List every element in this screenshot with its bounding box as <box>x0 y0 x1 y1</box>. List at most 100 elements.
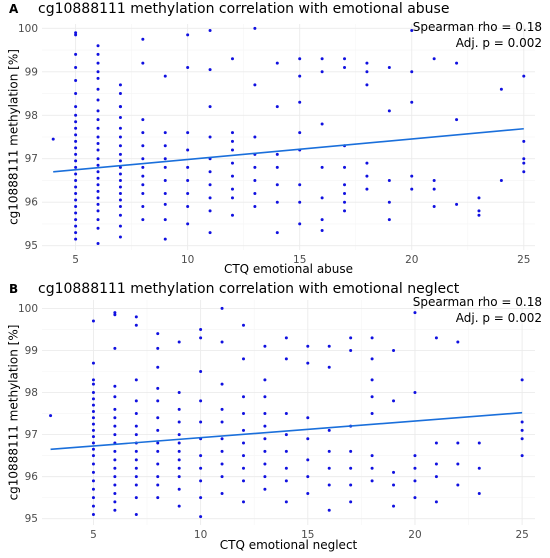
panel-letter: B <box>9 282 18 296</box>
data-point <box>520 454 524 458</box>
data-point <box>113 466 117 470</box>
data-point <box>199 515 203 519</box>
data-point <box>177 433 181 437</box>
data-point <box>177 420 181 424</box>
data-point <box>284 412 288 416</box>
data-point <box>134 466 138 470</box>
scatter-points <box>49 306 524 519</box>
data-point <box>241 323 245 327</box>
data-point <box>230 174 234 178</box>
data-point <box>74 120 78 124</box>
data-point <box>134 412 138 416</box>
data-point <box>118 152 122 156</box>
data-point <box>349 483 353 487</box>
data-point <box>91 319 95 323</box>
data-point <box>118 105 122 109</box>
data-point <box>522 139 526 143</box>
data-point <box>141 37 145 41</box>
stat-annotation: Spearman rho = 0.18 <box>413 20 542 34</box>
data-point <box>141 131 145 135</box>
data-point <box>134 424 138 428</box>
data-point <box>434 500 438 504</box>
data-point <box>284 357 288 361</box>
data-point <box>298 100 302 104</box>
data-point <box>74 105 78 109</box>
data-point <box>392 504 396 508</box>
data-point <box>199 420 203 424</box>
data-point <box>118 135 122 139</box>
data-point <box>284 479 288 483</box>
data-point <box>365 61 369 65</box>
data-point <box>74 92 78 96</box>
data-point <box>163 237 167 241</box>
data-point <box>298 74 302 78</box>
data-point <box>343 65 347 69</box>
data-point <box>141 205 145 209</box>
data-point <box>220 475 224 479</box>
data-point <box>118 159 122 163</box>
data-point <box>49 414 53 418</box>
data-point <box>134 399 138 403</box>
data-point <box>91 361 95 365</box>
data-point <box>186 178 190 182</box>
data-point <box>91 378 95 382</box>
data-point <box>370 479 374 483</box>
data-point <box>241 466 245 470</box>
data-point <box>327 466 331 470</box>
data-point <box>230 187 234 191</box>
data-point <box>522 161 526 165</box>
data-point <box>241 357 245 361</box>
y-tick-label: 96 <box>25 471 39 483</box>
data-point <box>91 504 95 508</box>
y-axis-title: cg10888111 methylation [%] <box>7 325 21 501</box>
data-point <box>208 209 212 213</box>
y-tick-label: 95 <box>25 513 38 525</box>
data-point <box>134 323 138 327</box>
data-point <box>96 163 100 167</box>
scatter-points <box>51 26 526 245</box>
stat-annotation: Adj. p = 0.002 <box>456 311 542 325</box>
data-point <box>392 470 396 474</box>
x-axis-title: CTQ emotional neglect <box>220 538 358 552</box>
data-point <box>141 174 145 178</box>
data-point <box>327 508 331 512</box>
data-point <box>199 327 203 331</box>
x-tick-label: 10 <box>194 529 207 541</box>
data-point <box>156 365 160 369</box>
data-point <box>275 165 279 169</box>
trend-line <box>53 127 524 173</box>
data-point <box>134 475 138 479</box>
data-point <box>118 224 122 228</box>
data-point <box>230 213 234 217</box>
data-point <box>522 74 526 78</box>
data-point <box>96 52 100 56</box>
data-point <box>163 202 167 206</box>
data-point <box>456 441 460 445</box>
data-point <box>365 70 369 74</box>
x-tick-label: 25 <box>515 529 528 541</box>
data-point <box>141 218 145 222</box>
data-point <box>163 178 167 182</box>
data-point <box>520 428 524 432</box>
x-axis-title: CTQ emotional abuse <box>224 262 353 276</box>
x-tick-label: 10 <box>181 254 194 266</box>
data-point <box>275 105 279 109</box>
data-point <box>163 165 167 169</box>
data-point <box>413 466 417 470</box>
data-point <box>186 65 190 69</box>
data-point <box>141 192 145 195</box>
data-point <box>477 441 481 445</box>
data-point <box>410 187 414 191</box>
data-point <box>96 218 100 222</box>
data-point <box>163 74 167 78</box>
data-point <box>96 126 100 130</box>
data-point <box>156 428 160 432</box>
data-point <box>520 437 524 441</box>
data-point <box>343 192 347 195</box>
data-point <box>74 185 78 189</box>
data-point <box>208 135 212 139</box>
data-point <box>91 441 95 445</box>
data-point <box>134 483 138 487</box>
data-point <box>370 412 374 416</box>
data-point <box>477 209 481 213</box>
